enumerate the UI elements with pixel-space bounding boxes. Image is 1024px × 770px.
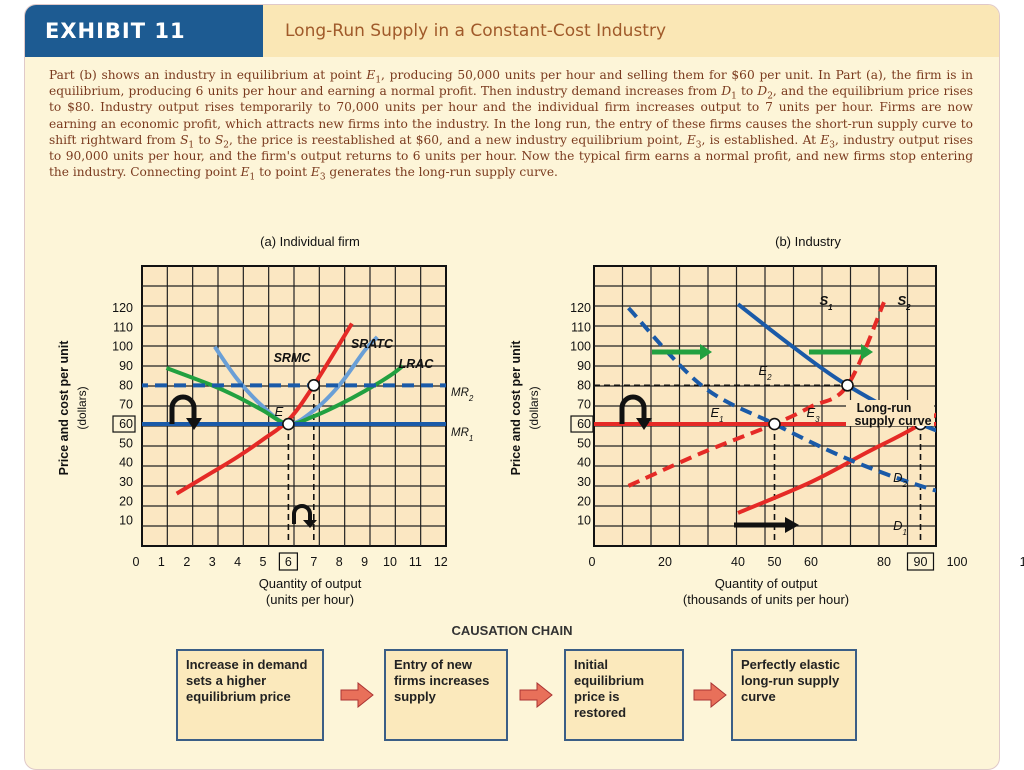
y-tick-label: 30 (577, 475, 591, 489)
causation-arrow-icon (519, 682, 553, 708)
causation-step-4: Perfectly elastic long-run supply curve (731, 649, 857, 741)
y-tick-label: 60 (577, 417, 591, 431)
y-tick-label: 10 (577, 514, 591, 528)
x-tick-label: 0 (589, 555, 596, 569)
y-tick-label: 110 (571, 320, 591, 334)
x-tick-label: 10 (383, 555, 397, 569)
y-tick-label: 110 (113, 320, 133, 334)
x-tick-label: 7 (310, 555, 317, 569)
x-tick-label: 0 (133, 555, 140, 569)
causation-step-1: Increase in demand sets a higher equilib… (176, 649, 324, 741)
y-tick-label: 90 (119, 359, 133, 373)
causation-step-2: Entry of new firms increases supply (384, 649, 508, 741)
x-tick-label: 4 (234, 555, 241, 569)
x-tick-label: 11 (409, 555, 422, 569)
y-axis-label: Price and cost per unit (57, 340, 71, 476)
panel-title: (b) Industry (775, 234, 841, 249)
y-tick-label: 20 (577, 494, 591, 508)
series-label: supply curve (854, 414, 931, 428)
causation-arrow-icon (340, 682, 374, 708)
point-label: E (275, 404, 284, 419)
series-label: Long-run (857, 401, 912, 415)
y-tick-label: 70 (577, 398, 591, 412)
x-axis-units: (thousands of units per hour) (683, 592, 849, 607)
x-tick-label: 6 (285, 555, 292, 569)
x-tick-label: 1 (158, 555, 165, 569)
x-tick-label: 40 (731, 555, 745, 569)
y-tick-label: 120 (112, 301, 133, 315)
causation-step-3: Initial equilibrium price is restored (564, 649, 684, 741)
x-tick-label: 8 (336, 555, 343, 569)
x-tick-label: 20 (658, 555, 672, 569)
y-tick-label: 100 (570, 340, 591, 354)
y-tick-label: 120 (570, 301, 591, 315)
x-tick-label: 12 (434, 555, 448, 569)
y-tick-label: 80 (577, 378, 591, 392)
x-tick-label: 100 (947, 555, 968, 569)
x-tick-label: 120 (1020, 555, 1024, 569)
series-label: MR2 (451, 387, 474, 403)
x-tick-label: 80 (877, 555, 891, 569)
series-label: LRAC (399, 357, 435, 371)
x-tick-label: 50 (768, 555, 782, 569)
y-tick-label: 80 (119, 378, 133, 392)
x-tick-label: 5 (260, 555, 267, 569)
x-tick-label: 9 (361, 555, 368, 569)
y-axis-units: (dollars) (527, 386, 541, 429)
x-tick-label: 60 (804, 555, 818, 569)
y-axis-label: Price and cost per unit (509, 340, 523, 476)
industry-chart (571, 266, 1024, 570)
panel-title: (a) Individual firm (260, 234, 360, 249)
causation-chain-title: CAUSATION CHAIN (0, 623, 1024, 638)
series-label: SRMC (274, 351, 312, 365)
y-tick-label: 40 (577, 456, 591, 470)
equilibrium-point (283, 419, 294, 430)
x-axis-units: (units per hour) (266, 592, 354, 607)
y-tick-label: 10 (119, 514, 133, 528)
x-axis-label: Quantity of output (259, 576, 362, 591)
y-tick-label: 20 (119, 494, 133, 508)
y-tick-label: 90 (577, 359, 591, 373)
y-tick-label: 70 (119, 398, 133, 412)
y-axis-units: (dollars) (75, 386, 89, 429)
equilibrium-point (308, 380, 319, 391)
y-tick-label: 40 (119, 456, 133, 470)
y-tick-label: 30 (119, 475, 133, 489)
x-tick-label: 3 (209, 555, 216, 569)
x-axis-label: Quantity of output (715, 576, 818, 591)
y-tick-label: 50 (577, 436, 591, 450)
y-tick-label: 60 (119, 417, 133, 431)
series-label: MR1 (451, 427, 473, 443)
y-tick-label: 50 (119, 436, 133, 450)
equilibrium-point (769, 419, 780, 430)
y-tick-label: 100 (112, 340, 133, 354)
x-tick-label: 90 (914, 555, 928, 569)
causation-arrow-icon (693, 682, 727, 708)
equilibrium-point (842, 380, 853, 391)
x-tick-label: 2 (183, 555, 190, 569)
series-label: SRATC (351, 337, 394, 351)
